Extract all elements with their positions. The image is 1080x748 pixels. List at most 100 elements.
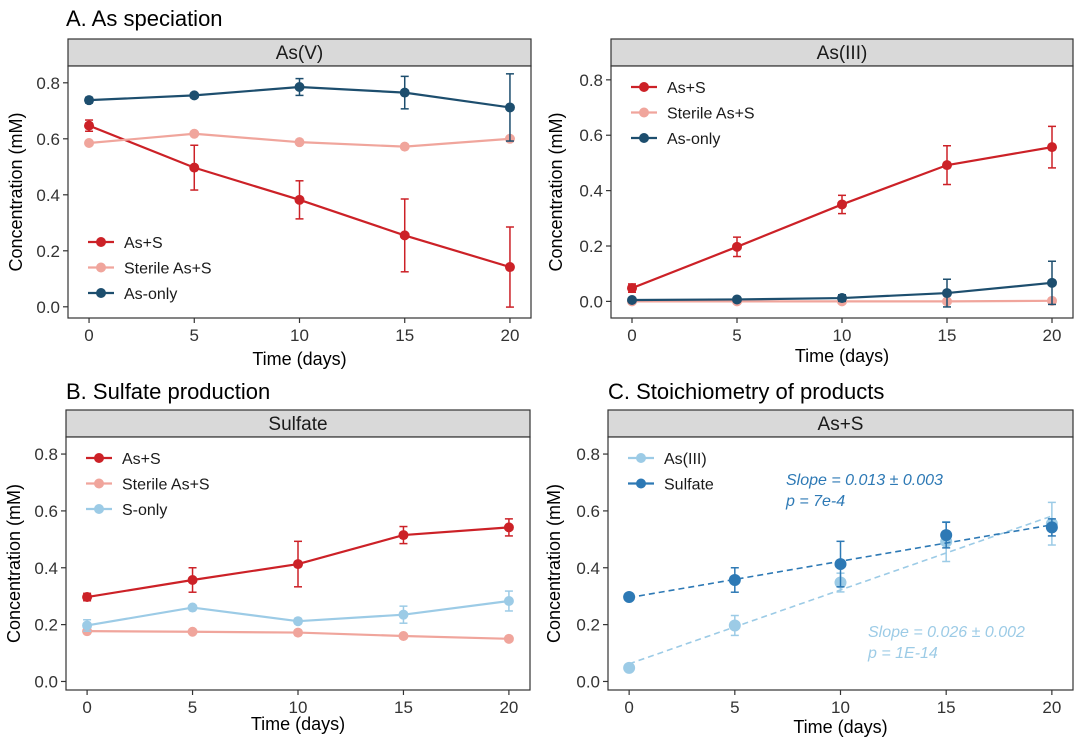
y-tick-label: 0.2	[576, 616, 600, 635]
data-point	[503, 522, 514, 533]
section-title-b: B. Sulfate production	[66, 379, 270, 404]
x-tick-label: 20	[499, 698, 518, 717]
data-point	[294, 82, 305, 92]
slope-annotation-line: Slope = 0.013 ± 0.003	[786, 472, 943, 489]
chart-panel-1: As(V) 0.0 0.2 0.4 0.6 0.8 0 5 10 15 20 Time (days) C…	[6, 38, 532, 369]
series-as-only	[627, 260, 1057, 308]
x-tick-label: 20	[500, 326, 519, 345]
legend-swatch-dot	[94, 478, 104, 489]
data-point	[732, 241, 742, 252]
chart-panel-2: As(III) 0.0 0.2 0.4 0.6 0.8 0 5 10 15 20 Time (days…	[546, 38, 1074, 366]
data-point	[187, 574, 198, 585]
legend-item: As+S	[631, 80, 706, 97]
legend-label: Sterile As+S	[667, 106, 755, 123]
legend-label: S-only	[122, 502, 167, 519]
series-as-only	[84, 73, 515, 142]
data-point	[294, 137, 305, 148]
legend-label: As(III)	[664, 451, 707, 468]
y-tick-label: 0.2	[579, 237, 603, 256]
chart-panel-4: As+S 0.0 0.2 0.4 0.6 0.8 0 5 10 15 20 Time (days) Co…	[544, 409, 1074, 737]
legend-swatch-dot	[96, 237, 106, 247]
x-tick-label: 10	[833, 326, 852, 345]
data-point	[940, 529, 953, 542]
y-tick-label: 0.4	[576, 559, 600, 578]
data-point	[84, 120, 95, 131]
x-tick-label: 15	[395, 326, 414, 345]
y-tick-label: 0.2	[36, 242, 60, 261]
x-tick-label: 10	[831, 698, 850, 717]
data-point	[84, 95, 95, 106]
series-as-s	[84, 119, 515, 308]
y-tick-label: 0.6	[34, 502, 58, 521]
legend-item: As+S	[88, 235, 163, 252]
legend-label: Sulfate	[664, 477, 714, 494]
y-tick-label: 0.0	[34, 672, 58, 691]
y-axis-label: Concentration (mM)	[544, 484, 564, 643]
section-title-a: A. As speciation	[66, 6, 223, 31]
series-sterile-as-s	[82, 626, 514, 644]
data-point	[1047, 142, 1057, 153]
y-tick-label: 0.4	[36, 186, 60, 205]
x-tick-label: 5	[190, 326, 199, 345]
y-tick-label: 0.2	[34, 616, 58, 635]
y-axis-label: Concentration (mM)	[4, 484, 24, 643]
series-s-only	[82, 590, 514, 632]
x-tick-label: 0	[84, 326, 93, 345]
data-point	[728, 619, 741, 632]
legend-item: As(III)	[628, 451, 707, 468]
data-point	[503, 633, 514, 644]
legend-swatch-dot	[636, 453, 646, 463]
legend-swatch-dot	[94, 453, 104, 463]
legend-item: S-only	[86, 502, 167, 519]
series-as-s	[627, 125, 1057, 294]
data-point	[504, 102, 515, 113]
data-point	[294, 194, 305, 205]
data-point	[627, 295, 637, 305]
data-point	[189, 90, 200, 101]
x-tick-label: 20	[1042, 698, 1061, 717]
data-point	[1047, 277, 1057, 288]
data-point	[837, 293, 847, 304]
panel-strip-label: Sulfate	[268, 414, 327, 435]
x-axis-label: Time (days)	[795, 346, 889, 366]
data-point	[1045, 521, 1058, 534]
legend-item: As-only	[631, 131, 720, 148]
legend: As(III) Sulfate	[628, 451, 714, 494]
x-tick-label: 10	[289, 698, 308, 717]
y-tick-label: 0.4	[34, 559, 58, 578]
x-tick-label: 0	[82, 698, 91, 717]
y-tick-label: 0.6	[576, 502, 600, 521]
y-tick-label: 0.0	[576, 672, 600, 691]
y-tick-label: 0.8	[34, 445, 58, 464]
legend: As+S Sterile As+S As-only	[88, 235, 212, 303]
data-point	[82, 620, 93, 631]
x-tick-label: 0	[627, 326, 636, 345]
data-point	[189, 162, 200, 173]
data-point	[942, 160, 952, 171]
plot-area	[610, 65, 1074, 319]
data-point	[399, 230, 410, 241]
data-point	[503, 596, 514, 607]
data-point	[293, 559, 303, 570]
y-tick-label: 0.6	[36, 130, 60, 149]
series-sulfate	[623, 518, 1058, 604]
data-point	[293, 616, 303, 627]
legend-item: Sterile As+S	[631, 106, 755, 123]
panel-strip-label: As(V)	[276, 43, 324, 64]
data-point	[399, 87, 410, 98]
panel-strip	[610, 38, 1074, 67]
x-tick-label: 0	[624, 698, 633, 717]
slope-annotation-line: Slope = 0.026 ± 0.002	[868, 624, 1025, 641]
y-tick-label: 0.0	[579, 292, 603, 311]
panel-strip	[67, 38, 532, 67]
slope-annotation: Slope = 0.013 ± 0.003 p = 7e-4	[785, 472, 943, 510]
legend-item: As+S	[86, 451, 161, 468]
y-axis-label: Concentration (mM)	[6, 112, 26, 271]
y-tick-label: 0.0	[36, 298, 60, 317]
data-point	[834, 558, 847, 571]
slope-annotation: Slope = 0.026 ± 0.002 p = 1E-14	[867, 624, 1025, 662]
y-axis-label: Concentration (mM)	[546, 112, 566, 271]
x-tick-label: 5	[730, 698, 739, 717]
data-point	[504, 262, 515, 273]
x-tick-label: 20	[1043, 326, 1062, 345]
